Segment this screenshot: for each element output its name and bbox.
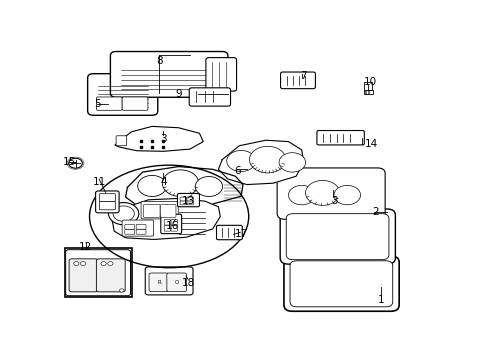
Circle shape (333, 185, 360, 205)
Polygon shape (115, 126, 203, 151)
FancyBboxPatch shape (280, 209, 395, 264)
Bar (363, 90, 372, 94)
Text: 16: 16 (166, 221, 179, 231)
FancyBboxPatch shape (177, 193, 199, 207)
Circle shape (288, 185, 314, 205)
FancyBboxPatch shape (110, 51, 227, 97)
Text: 2: 2 (371, 207, 378, 217)
FancyBboxPatch shape (171, 226, 177, 231)
Circle shape (107, 262, 113, 266)
FancyBboxPatch shape (285, 214, 388, 260)
FancyBboxPatch shape (116, 136, 126, 146)
Circle shape (138, 175, 166, 197)
Circle shape (195, 176, 222, 197)
Circle shape (279, 153, 305, 172)
Circle shape (68, 158, 82, 168)
FancyBboxPatch shape (316, 131, 364, 145)
FancyBboxPatch shape (143, 204, 160, 217)
Circle shape (249, 146, 285, 173)
Text: 3: 3 (330, 196, 337, 206)
FancyBboxPatch shape (96, 259, 125, 292)
Text: 3: 3 (160, 134, 166, 144)
Text: 9: 9 (175, 90, 182, 99)
Polygon shape (125, 167, 243, 207)
FancyBboxPatch shape (180, 197, 186, 201)
FancyBboxPatch shape (171, 220, 177, 225)
FancyBboxPatch shape (189, 88, 230, 106)
Polygon shape (218, 140, 303, 185)
FancyBboxPatch shape (180, 201, 186, 205)
FancyBboxPatch shape (205, 58, 236, 91)
FancyBboxPatch shape (99, 201, 115, 210)
FancyBboxPatch shape (277, 168, 385, 219)
Text: 18: 18 (181, 278, 194, 288)
Circle shape (74, 262, 79, 266)
Circle shape (81, 262, 85, 266)
FancyBboxPatch shape (69, 259, 98, 292)
FancyBboxPatch shape (141, 202, 178, 219)
Text: 14: 14 (365, 139, 378, 149)
Text: 8: 8 (156, 56, 163, 66)
FancyBboxPatch shape (186, 197, 193, 201)
FancyBboxPatch shape (289, 261, 392, 307)
Text: 6: 6 (234, 166, 240, 176)
Text: 15: 15 (63, 157, 76, 167)
FancyBboxPatch shape (161, 214, 181, 234)
FancyBboxPatch shape (216, 225, 242, 240)
FancyBboxPatch shape (160, 204, 176, 217)
FancyBboxPatch shape (124, 229, 134, 234)
FancyBboxPatch shape (122, 97, 147, 110)
Circle shape (113, 206, 134, 221)
FancyBboxPatch shape (164, 226, 170, 231)
Text: 17: 17 (234, 229, 247, 239)
Text: 12: 12 (79, 242, 92, 252)
FancyBboxPatch shape (136, 229, 146, 234)
FancyBboxPatch shape (96, 191, 119, 213)
Bar (364, 82, 371, 90)
FancyBboxPatch shape (96, 97, 122, 110)
FancyBboxPatch shape (122, 220, 153, 236)
FancyBboxPatch shape (149, 273, 168, 292)
FancyBboxPatch shape (284, 256, 398, 311)
FancyBboxPatch shape (145, 267, 193, 295)
FancyBboxPatch shape (164, 220, 170, 225)
Text: 7: 7 (300, 72, 306, 81)
Text: 11: 11 (92, 177, 105, 187)
FancyBboxPatch shape (280, 72, 315, 89)
Circle shape (226, 150, 255, 172)
Circle shape (108, 203, 139, 225)
FancyBboxPatch shape (186, 201, 193, 205)
Bar (65, 248, 132, 297)
FancyBboxPatch shape (99, 194, 115, 202)
Circle shape (305, 180, 339, 205)
Text: O: O (174, 280, 179, 285)
Circle shape (101, 262, 106, 266)
FancyBboxPatch shape (65, 250, 130, 296)
Text: 4: 4 (160, 177, 166, 187)
FancyBboxPatch shape (136, 225, 146, 229)
FancyBboxPatch shape (124, 225, 134, 229)
Circle shape (162, 170, 198, 197)
FancyBboxPatch shape (87, 74, 158, 115)
Text: 5: 5 (94, 99, 100, 109)
Text: 10: 10 (363, 77, 376, 87)
Text: R: R (157, 280, 161, 285)
Polygon shape (112, 198, 220, 239)
Text: 13: 13 (181, 196, 194, 206)
FancyBboxPatch shape (166, 273, 186, 292)
Circle shape (119, 289, 124, 292)
Text: 1: 1 (377, 294, 384, 305)
